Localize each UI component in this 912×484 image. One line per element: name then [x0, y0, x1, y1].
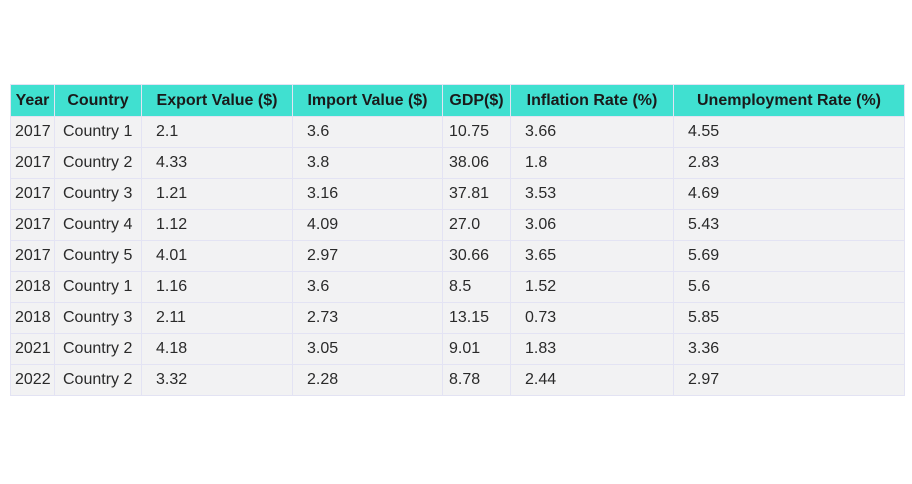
cell-country: Country 4: [54, 209, 142, 241]
cell-export-value: 2.1: [141, 116, 293, 148]
cell-export-value: 4.33: [141, 147, 293, 179]
cell-gdp: 13.15: [442, 302, 511, 334]
cell-inflation-rate: 1.52: [510, 271, 674, 303]
cell-gdp: 8.78: [442, 364, 511, 396]
cell-inflation-rate: 3.06: [510, 209, 674, 241]
cell-country: Country 3: [54, 178, 142, 210]
cell-unemployment-rate: 2.97: [673, 364, 905, 396]
header-import-value: Import Value ($): [292, 84, 443, 117]
cell-gdp: 9.01: [442, 333, 511, 365]
cell-gdp: 10.75: [442, 116, 511, 148]
cell-unemployment-rate: 3.36: [673, 333, 905, 365]
cell-export-value: 4.18: [141, 333, 293, 365]
cell-import-value: 3.6: [292, 271, 443, 303]
cell-unemployment-rate: 4.55: [673, 116, 905, 148]
cell-export-value: 3.32: [141, 364, 293, 396]
cell-unemployment-rate: 5.85: [673, 302, 905, 334]
cell-unemployment-rate: 5.43: [673, 209, 905, 241]
cell-inflation-rate: 3.66: [510, 116, 674, 148]
cell-export-value: 1.12: [141, 209, 293, 241]
table-body: 2017 Country 1 2.1 3.6 10.75 3.66 4.55 2017 Coun…: [10, 116, 905, 396]
cell-export-value: 1.16: [141, 271, 293, 303]
data-table-container: Year Country Export Value ($) Import Val…: [10, 84, 905, 396]
cell-import-value: 3.05: [292, 333, 443, 365]
cell-unemployment-rate: 2.83: [673, 147, 905, 179]
cell-inflation-rate: 1.8: [510, 147, 674, 179]
cell-import-value: 2.73: [292, 302, 443, 334]
table-row: 2022 Country 2 3.32 2.28 8.78 2.44 2.97: [10, 364, 905, 396]
cell-inflation-rate: 1.83: [510, 333, 674, 365]
cell-import-value: 2.97: [292, 240, 443, 272]
table-row: 2017 Country 5 4.01 2.97 30.66 3.65 5.69: [10, 240, 905, 272]
header-country: Country: [54, 84, 142, 117]
cell-unemployment-rate: 5.6: [673, 271, 905, 303]
cell-export-value: 1.21: [141, 178, 293, 210]
table-row: 2017 Country 4 1.12 4.09 27.0 3.06 5.43: [10, 209, 905, 241]
cell-year: 2021: [10, 333, 55, 365]
cell-import-value: 3.16: [292, 178, 443, 210]
cell-inflation-rate: 3.53: [510, 178, 674, 210]
header-row: Year Country Export Value ($) Import Val…: [10, 84, 905, 117]
cell-gdp: 27.0: [442, 209, 511, 241]
cell-inflation-rate: 0.73: [510, 302, 674, 334]
cell-gdp: 37.81: [442, 178, 511, 210]
cell-year: 2018: [10, 302, 55, 334]
header-gdp: GDP($): [442, 84, 511, 117]
table-row: 2021 Country 2 4.18 3.05 9.01 1.83 3.36: [10, 333, 905, 365]
cell-year: 2022: [10, 364, 55, 396]
cell-country: Country 5: [54, 240, 142, 272]
table-row: 2017 Country 3 1.21 3.16 37.81 3.53 4.69: [10, 178, 905, 210]
cell-export-value: 4.01: [141, 240, 293, 272]
cell-unemployment-rate: 4.69: [673, 178, 905, 210]
cell-country: Country 2: [54, 364, 142, 396]
cell-country: Country 2: [54, 147, 142, 179]
table-row: 2018 Country 3 2.11 2.73 13.15 0.73 5.85: [10, 302, 905, 334]
header-export-value: Export Value ($): [141, 84, 293, 117]
cell-year: 2017: [10, 116, 55, 148]
cell-inflation-rate: 2.44: [510, 364, 674, 396]
table-row: 2018 Country 1 1.16 3.6 8.5 1.52 5.6: [10, 271, 905, 303]
cell-year: 2017: [10, 240, 55, 272]
cell-unemployment-rate: 5.69: [673, 240, 905, 272]
cell-export-value: 2.11: [141, 302, 293, 334]
cell-country: Country 1: [54, 116, 142, 148]
cell-import-value: 4.09: [292, 209, 443, 241]
table-row: 2017 Country 1 2.1 3.6 10.75 3.66 4.55: [10, 116, 905, 148]
cell-country: Country 3: [54, 302, 142, 334]
table-row: 2017 Country 2 4.33 3.8 38.06 1.8 2.83: [10, 147, 905, 179]
cell-year: 2017: [10, 209, 55, 241]
cell-import-value: 2.28: [292, 364, 443, 396]
cell-gdp: 30.66: [442, 240, 511, 272]
cell-import-value: 3.8: [292, 147, 443, 179]
cell-country: Country 2: [54, 333, 142, 365]
cell-gdp: 38.06: [442, 147, 511, 179]
cell-year: 2017: [10, 147, 55, 179]
header-unemployment-rate: Unemployment Rate (%): [673, 84, 905, 117]
cell-import-value: 3.6: [292, 116, 443, 148]
cell-year: 2017: [10, 178, 55, 210]
header-inflation-rate: Inflation Rate (%): [510, 84, 674, 117]
cell-gdp: 8.5: [442, 271, 511, 303]
cell-year: 2018: [10, 271, 55, 303]
cell-inflation-rate: 3.65: [510, 240, 674, 272]
data-table: Year Country Export Value ($) Import Val…: [10, 84, 905, 396]
header-year: Year: [10, 84, 55, 117]
cell-country: Country 1: [54, 271, 142, 303]
